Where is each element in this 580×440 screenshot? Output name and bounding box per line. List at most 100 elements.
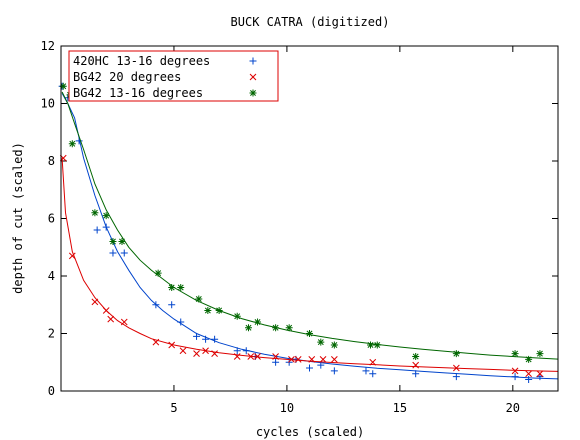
marker-stroke bbox=[369, 358, 377, 366]
marker-stroke bbox=[245, 324, 252, 331]
data-point bbox=[317, 361, 325, 369]
marker-stroke bbox=[319, 356, 327, 363]
data-point bbox=[177, 284, 185, 291]
marker-stroke bbox=[216, 307, 223, 314]
marker-stroke bbox=[247, 353, 255, 360]
data-point bbox=[120, 249, 128, 257]
marker-stroke bbox=[374, 342, 381, 348]
data-point bbox=[168, 341, 176, 349]
data-point bbox=[120, 318, 128, 326]
data-point bbox=[177, 318, 185, 326]
y-tick-label: 6 bbox=[48, 212, 55, 226]
data-point bbox=[245, 324, 253, 332]
y-tick-label: 2 bbox=[48, 327, 55, 341]
series-3 bbox=[59, 82, 559, 363]
data-point bbox=[294, 356, 302, 363]
data-point bbox=[308, 356, 316, 363]
data-point bbox=[102, 212, 110, 220]
marker-stroke bbox=[204, 307, 211, 314]
data-point bbox=[369, 370, 377, 378]
data-point bbox=[109, 249, 117, 257]
data-point bbox=[152, 301, 160, 309]
marker-stroke bbox=[60, 83, 67, 90]
marker-stroke bbox=[331, 342, 338, 348]
marker-stroke bbox=[536, 370, 544, 378]
data-point bbox=[511, 373, 519, 381]
data-point bbox=[373, 341, 381, 349]
marker-stroke bbox=[367, 342, 374, 348]
marker-stroke bbox=[317, 339, 324, 346]
marker-stroke bbox=[306, 330, 313, 337]
data-point bbox=[118, 238, 126, 245]
data-point bbox=[272, 358, 280, 366]
data-point bbox=[452, 373, 460, 381]
data-point bbox=[193, 350, 200, 357]
legend-marker bbox=[249, 57, 257, 65]
y-axis-label: depth of cut (scaled) bbox=[11, 142, 25, 294]
marker-stroke bbox=[119, 238, 125, 245]
x-tick-label: 10 bbox=[280, 401, 294, 415]
data-point bbox=[272, 353, 279, 360]
marker-stroke bbox=[249, 73, 257, 81]
chart-title: BUCK CATRA (digitized) bbox=[231, 15, 390, 29]
data-point bbox=[319, 356, 327, 363]
marker-stroke bbox=[536, 350, 543, 357]
data-point bbox=[254, 318, 262, 326]
data-point bbox=[452, 350, 460, 358]
plot-area bbox=[58, 82, 559, 383]
x-axis-label: cycles (scaled) bbox=[256, 425, 364, 439]
marker-stroke bbox=[294, 356, 302, 363]
marker-stroke bbox=[69, 140, 76, 147]
legend-marker bbox=[249, 89, 257, 97]
data-point bbox=[233, 353, 241, 360]
marker-stroke bbox=[288, 356, 295, 363]
legend-box bbox=[68, 50, 279, 102]
marker-stroke bbox=[195, 296, 202, 302]
data-point bbox=[193, 332, 201, 340]
data-point bbox=[272, 324, 280, 332]
data-point bbox=[412, 361, 420, 369]
data-point bbox=[109, 238, 117, 245]
marker-stroke bbox=[168, 284, 175, 291]
data-point bbox=[91, 209, 99, 217]
data-point bbox=[91, 298, 99, 306]
data-point bbox=[202, 347, 209, 355]
y-tick-label: 0 bbox=[48, 384, 55, 398]
marker-stroke bbox=[272, 324, 279, 331]
data-point bbox=[102, 307, 110, 314]
data-point bbox=[211, 335, 219, 343]
legend-marker bbox=[249, 73, 257, 81]
y-tick-label: 10 bbox=[41, 97, 55, 111]
data-point bbox=[317, 338, 325, 346]
marker-stroke bbox=[91, 298, 99, 306]
data-point bbox=[233, 312, 241, 320]
marker-stroke bbox=[211, 350, 218, 357]
marker-stroke bbox=[234, 313, 241, 320]
y-tick-label: 4 bbox=[48, 269, 55, 283]
marker-stroke bbox=[250, 90, 256, 96]
marker-stroke bbox=[286, 324, 293, 331]
marker-stroke bbox=[102, 307, 110, 314]
data-point bbox=[247, 353, 255, 360]
series-2 bbox=[59, 154, 559, 378]
marker-stroke bbox=[452, 364, 460, 372]
marker-stroke bbox=[107, 315, 115, 323]
marker-stroke bbox=[453, 350, 460, 357]
marker-stroke bbox=[511, 367, 519, 375]
data-point bbox=[168, 284, 176, 291]
marker-stroke bbox=[525, 370, 532, 378]
fit-line bbox=[61, 91, 559, 360]
data-point bbox=[525, 370, 532, 378]
plot-border bbox=[60, 45, 559, 392]
data-point bbox=[254, 353, 261, 360]
data-point bbox=[369, 358, 377, 366]
data-point bbox=[215, 307, 223, 314]
x-tick-label: 20 bbox=[506, 401, 520, 415]
marker-stroke bbox=[91, 209, 98, 216]
marker-stroke bbox=[512, 350, 519, 357]
y-tick-label: 8 bbox=[48, 154, 55, 168]
marker-stroke bbox=[110, 238, 116, 245]
marker-stroke bbox=[155, 270, 162, 277]
marker-stroke bbox=[68, 252, 76, 260]
